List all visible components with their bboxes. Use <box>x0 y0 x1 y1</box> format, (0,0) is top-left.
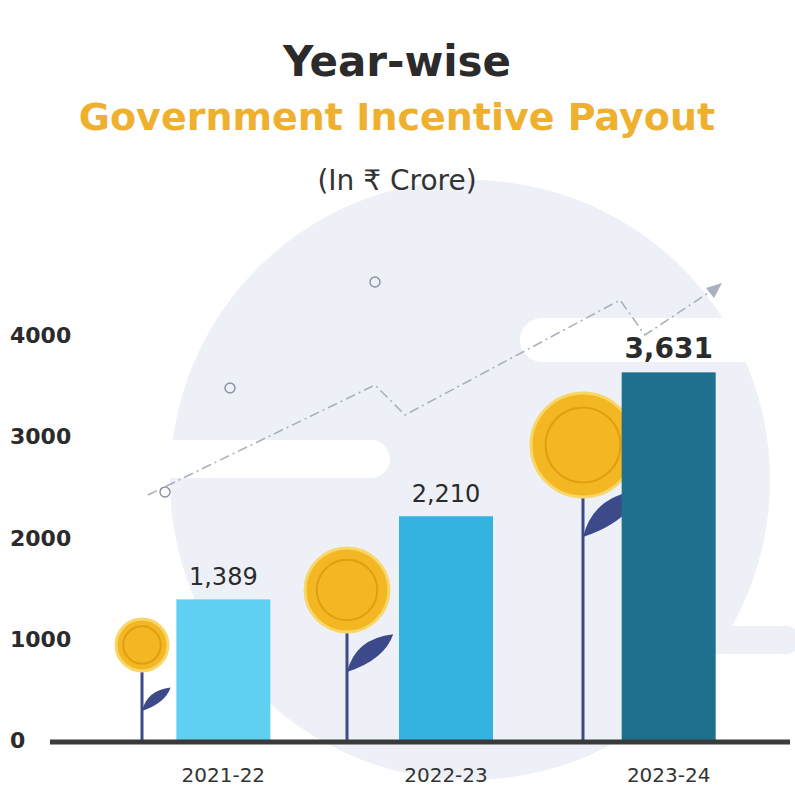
leaf-decor <box>347 634 393 672</box>
decor-dot <box>225 383 235 393</box>
chart: Year-wise Government Incentive Payout (In … <box>0 0 795 787</box>
x-tick-label: 2022-23 <box>404 763 488 787</box>
data-label: 1,389 <box>189 563 258 591</box>
bars <box>176 372 715 740</box>
leaf-decor <box>142 688 171 711</box>
x-axis <box>50 740 790 745</box>
bg-cloud <box>90 440 390 478</box>
decor-dot <box>370 277 380 287</box>
y-tick-label: 1000 <box>10 627 71 652</box>
coin-ring-decor <box>546 408 621 483</box>
y-tick-label: 2000 <box>10 526 71 551</box>
subtitle: Government Incentive Payout <box>79 95 715 139</box>
data-label: 3,631 <box>624 332 713 365</box>
y-label: (In ₹ Crore) <box>317 164 476 197</box>
bg-circle <box>170 180 770 780</box>
coin-decor <box>531 393 635 497</box>
coin-ring-decor <box>317 560 377 620</box>
y-tick-label: 4000 <box>10 323 71 348</box>
coin-decor <box>305 548 389 632</box>
x-tick-label: 2023-24 <box>627 763 711 787</box>
decor-dot <box>160 487 170 497</box>
y-tick-label: 3000 <box>10 424 71 449</box>
coin-ring-decor <box>123 626 160 663</box>
y-tick-label: 0 <box>10 728 25 753</box>
bar <box>399 516 493 740</box>
stem-decor <box>141 671 144 742</box>
data-label: 2,210 <box>412 480 481 508</box>
stem-decor <box>346 632 349 742</box>
bar <box>622 372 716 740</box>
coin-decor <box>116 619 168 671</box>
trend-arrow <box>706 283 722 298</box>
bar <box>176 599 270 740</box>
x-tick-label: 2021-22 <box>182 763 266 787</box>
title: Year-wise <box>282 37 511 86</box>
